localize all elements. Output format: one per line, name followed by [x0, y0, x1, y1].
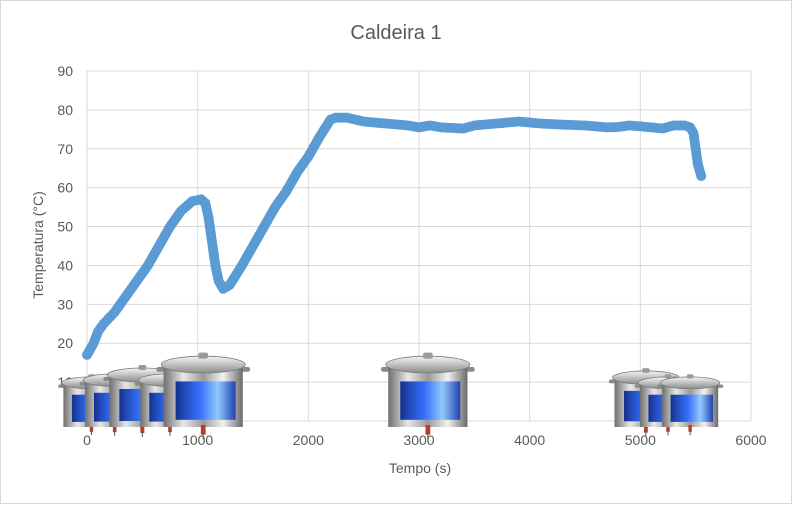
x-tick-label: 3000: [403, 432, 434, 448]
x-tick-label: 1000: [182, 432, 213, 448]
y-tick-label: 20: [57, 335, 73, 351]
data-point: [696, 171, 707, 181]
y-tick-label: 30: [57, 296, 73, 312]
chart-title: Caldeira 1: [350, 22, 441, 44]
pot-icon: [156, 352, 250, 440]
x-tick-label: 6000: [735, 432, 766, 448]
x-tick-label: 0: [83, 432, 91, 448]
y-tick-label: 60: [57, 180, 73, 196]
x-axis-label: Tempo (s): [389, 460, 451, 476]
y-tick-label: 50: [57, 219, 73, 235]
pot-icon: [381, 352, 475, 440]
y-tick-label: 70: [57, 141, 73, 157]
series-points: [82, 112, 707, 360]
x-tick-label: 2000: [293, 432, 324, 448]
pot-icons: [58, 352, 724, 440]
y-tick-label: 40: [57, 257, 73, 273]
y-tick-labels: 0102030405060708090: [57, 63, 73, 429]
y-axis-label: Temperatura (°C): [30, 191, 46, 299]
y-tick-label: 80: [57, 102, 73, 118]
x-tick-label: 4000: [514, 432, 545, 448]
x-tick-label: 5000: [625, 432, 656, 448]
x-tick-labels: 0 1000 2000 3000 4000 5000 6000: [83, 432, 767, 448]
pot-icon: [656, 374, 724, 436]
y-tick-label: 90: [57, 63, 73, 79]
